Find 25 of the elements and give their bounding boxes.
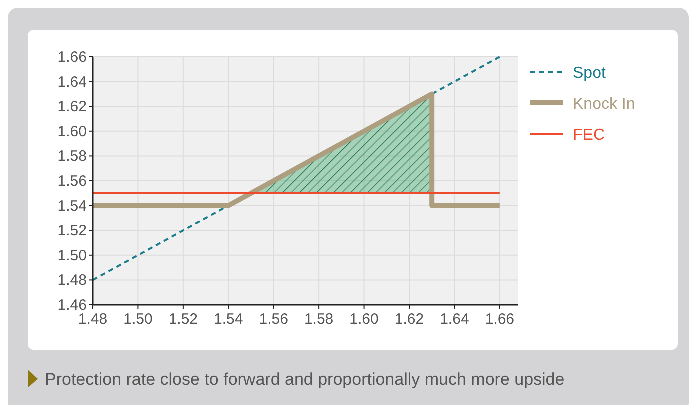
x-tick-label: 1.64	[440, 311, 470, 328]
x-tick-label: 1.66	[485, 311, 515, 328]
x-tick-label: 1.48	[78, 311, 108, 328]
y-tick-label: 1.64	[58, 74, 87, 91]
y-tick-label: 1.46	[58, 297, 87, 314]
y-tick-label: 1.60	[58, 123, 87, 140]
text: Protection rate close to forward and proportionally much more upside	[45, 370, 565, 389]
y-tick-label: 1.48	[58, 272, 87, 290]
legend-label: FEC	[573, 127, 605, 144]
legend-label: Spot	[573, 65, 606, 82]
x-tick-label: 1.60	[350, 311, 379, 328]
x-tick-label: 1.58	[304, 311, 334, 328]
x-tick-label: 1.56	[259, 311, 288, 328]
x-tick-label: 1.50	[124, 311, 153, 328]
y-tick-label: 1.58	[58, 148, 87, 166]
x-tick-label: 1.62	[394, 311, 424, 328]
y-tick-label: 1.56	[58, 173, 87, 190]
y-tick-label: 1.66	[58, 49, 87, 66]
y-tick-label: 1.52	[58, 222, 87, 240]
y-tick-label: 1.54	[58, 198, 87, 215]
x-tick-label: 1.54	[214, 311, 244, 328]
y-tick-label: 1.62	[58, 98, 87, 116]
x-tick-label: 1.52	[168, 311, 198, 328]
y-tick-label: 1.50	[58, 247, 87, 264]
legend-label: Knock In	[573, 96, 636, 113]
